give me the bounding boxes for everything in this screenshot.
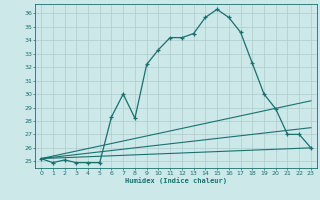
X-axis label: Humidex (Indice chaleur): Humidex (Indice chaleur) xyxy=(125,177,227,184)
